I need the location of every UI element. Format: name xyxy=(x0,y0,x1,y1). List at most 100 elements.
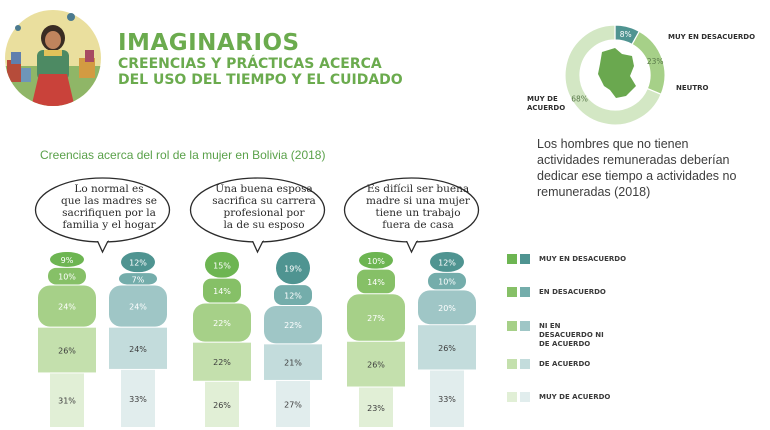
figure-segment xyxy=(121,369,155,427)
figure-segment xyxy=(121,252,155,273)
page-title: IMAGINARIOS xyxy=(118,30,300,56)
data-label: 9% xyxy=(61,256,74,265)
figure-segment xyxy=(359,252,393,269)
figure-segment xyxy=(109,285,167,327)
data-label: 14% xyxy=(213,287,231,296)
pie-value-label: 68% xyxy=(571,95,588,104)
figure-segment xyxy=(205,381,239,427)
data-label: 12% xyxy=(284,292,302,301)
bolivia-map-icon xyxy=(598,48,636,98)
data-label: 10% xyxy=(438,278,456,287)
donut-chart: 8% 23% 68% xyxy=(564,24,666,126)
figure-segment xyxy=(205,252,239,278)
data-label: 7% xyxy=(132,275,145,284)
legend-swatch-teal xyxy=(520,321,530,331)
figure-segment xyxy=(347,294,405,341)
legend-swatch-green xyxy=(507,359,517,369)
pie-caption: Los hombres que no tienen actividades re… xyxy=(537,137,737,199)
data-label: 19% xyxy=(284,265,302,274)
data-label: 24% xyxy=(129,345,147,354)
legend-label: DE ACUERDO xyxy=(539,360,591,368)
figure-segment xyxy=(276,252,310,285)
data-label: 33% xyxy=(438,395,456,404)
figure-segment xyxy=(357,269,395,294)
data-label: 24% xyxy=(129,303,147,312)
speech-bubble-tail xyxy=(405,239,419,254)
figure-segment xyxy=(119,273,157,285)
figure-segment xyxy=(38,327,96,373)
data-label: 26% xyxy=(367,361,385,370)
statement-1: Lo normal es que las madres se sacrifique… xyxy=(61,183,157,231)
data-label: 15% xyxy=(213,261,231,270)
legend-swatch-teal xyxy=(520,287,530,297)
figure-segment xyxy=(347,341,405,387)
figure-segment xyxy=(274,285,312,306)
data-label: 33% xyxy=(129,395,147,404)
figure-segment xyxy=(193,303,251,342)
data-label: 10% xyxy=(367,257,385,266)
figure-segment xyxy=(264,306,322,344)
legend-label: NI EN DESACUERDO NI DE ACUERDO xyxy=(539,322,604,348)
data-label: 21% xyxy=(284,359,302,368)
data-label: 12% xyxy=(438,258,456,267)
data-label: 23% xyxy=(367,404,385,413)
figure-segment xyxy=(276,380,310,427)
section-title: Creencias acerca del rol de la mujer en … xyxy=(40,148,326,162)
speech-bubble-tail xyxy=(251,239,265,254)
page-subtitle: CREENCIAS Y PRÁCTICAS ACERCA DEL USO DEL… xyxy=(118,56,403,88)
bird-icon-2 xyxy=(15,25,21,31)
legend-swatch-green xyxy=(507,287,517,297)
statement-3: Es difícil ser buena madre si una mujer t… xyxy=(366,183,470,231)
data-label: 24% xyxy=(58,303,76,312)
legend-swatch-green xyxy=(507,392,517,402)
figure-segment xyxy=(430,252,464,272)
data-label: 22% xyxy=(284,321,302,330)
data-label: 26% xyxy=(58,347,76,356)
data-label: 22% xyxy=(213,358,231,367)
figure-segment xyxy=(203,278,241,303)
legend-swatch-green xyxy=(507,321,517,331)
woman-illustration xyxy=(5,10,101,106)
bird-icon xyxy=(67,13,75,21)
data-label: 31% xyxy=(58,397,76,406)
legend-swatch-teal xyxy=(520,392,530,402)
pie-value-label: 23% xyxy=(647,57,664,66)
legend-swatch-green xyxy=(507,254,517,264)
data-label: 26% xyxy=(438,344,456,353)
data-label: 27% xyxy=(367,314,385,323)
figure-segment xyxy=(359,387,393,427)
figure-segment xyxy=(109,327,167,369)
figure-segment xyxy=(193,342,251,381)
figure-segment xyxy=(418,325,476,370)
page-subtitle-line2: DEL USO DEL TIEMPO Y EL CUIDADO xyxy=(118,72,403,88)
data-label: 12% xyxy=(129,259,147,268)
legend-swatch-teal xyxy=(520,359,530,369)
figure-segment xyxy=(38,285,96,327)
data-label: 26% xyxy=(213,401,231,410)
data-label: 27% xyxy=(284,400,302,409)
statement-2: Una buena esposa sacrifica su carrera pro… xyxy=(212,183,316,231)
figure-segment xyxy=(430,370,464,427)
speech-bubble-tail xyxy=(96,239,110,254)
pie-label-muy-en-desacuerdo: MUY EN DESACUERDO xyxy=(668,33,756,41)
pie-value-label: 8% xyxy=(620,30,632,39)
data-label: 10% xyxy=(58,273,76,282)
legend-swatch-teal xyxy=(520,254,530,264)
figure-segment xyxy=(264,344,322,380)
pie-label-muy-de-acuerdo: MUY DE ACUERDO xyxy=(527,95,566,112)
pie-slice xyxy=(564,24,662,126)
legend-label: MUY DE ACUERDO xyxy=(539,393,611,401)
figure-segment xyxy=(428,272,466,290)
legend-label: EN DESACUERDO xyxy=(539,288,606,296)
pie-label-neutro: NEUTRO xyxy=(676,84,709,92)
figure-segment xyxy=(50,252,84,267)
data-label: 20% xyxy=(438,304,456,313)
data-label: 22% xyxy=(213,319,231,328)
data-label: 14% xyxy=(367,278,385,287)
legend-label: MUY EN DESACUERDO xyxy=(539,255,627,263)
page-subtitle-line1: CREENCIAS Y PRÁCTICAS ACERCA xyxy=(118,56,382,72)
figure-segment xyxy=(418,290,476,325)
figures-chart: 9% 10% 24% 26% 31% 12% 7% 24% 24% 33% 15% 14% 22% 22%… xyxy=(34,177,480,427)
figure-segment xyxy=(48,267,86,285)
figure-segment xyxy=(50,373,84,427)
